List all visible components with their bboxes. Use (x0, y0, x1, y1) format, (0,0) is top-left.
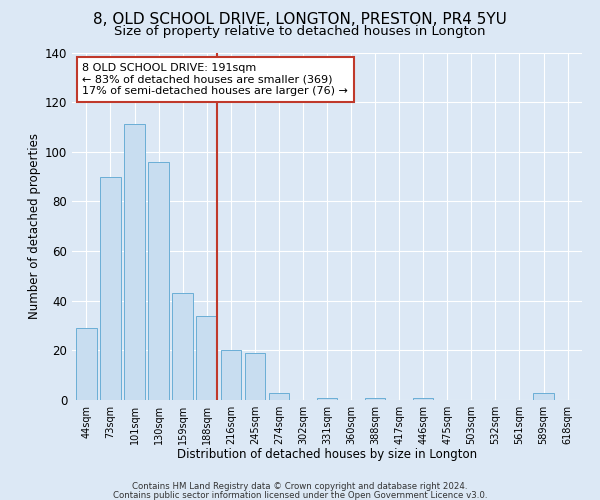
Text: 8, OLD SCHOOL DRIVE, LONGTON, PRESTON, PR4 5YU: 8, OLD SCHOOL DRIVE, LONGTON, PRESTON, P… (93, 12, 507, 28)
Text: 8 OLD SCHOOL DRIVE: 191sqm
← 83% of detached houses are smaller (369)
17% of sem: 8 OLD SCHOOL DRIVE: 191sqm ← 83% of deta… (82, 63, 348, 96)
Bar (100, 176, 121, 400)
Bar (124, 124, 145, 400)
Text: Contains public sector information licensed under the Open Government Licence v3: Contains public sector information licen… (113, 490, 487, 500)
Bar (221, 350, 241, 400)
Bar (172, 294, 193, 400)
Bar (76, 328, 97, 400)
Text: Size of property relative to detached houses in Longton: Size of property relative to detached ho… (114, 25, 486, 38)
Y-axis label: Number of detached properties: Number of detached properties (28, 133, 41, 320)
Bar (533, 392, 554, 400)
Bar (148, 162, 169, 400)
X-axis label: Distribution of detached houses by size in Longton: Distribution of detached houses by size … (177, 448, 477, 462)
Bar (413, 398, 433, 400)
Bar (317, 398, 337, 400)
Bar (365, 398, 385, 400)
Bar (196, 316, 217, 400)
Text: Contains HM Land Registry data © Crown copyright and database right 2024.: Contains HM Land Registry data © Crown c… (132, 482, 468, 491)
Bar (245, 353, 265, 400)
Bar (269, 392, 289, 400)
